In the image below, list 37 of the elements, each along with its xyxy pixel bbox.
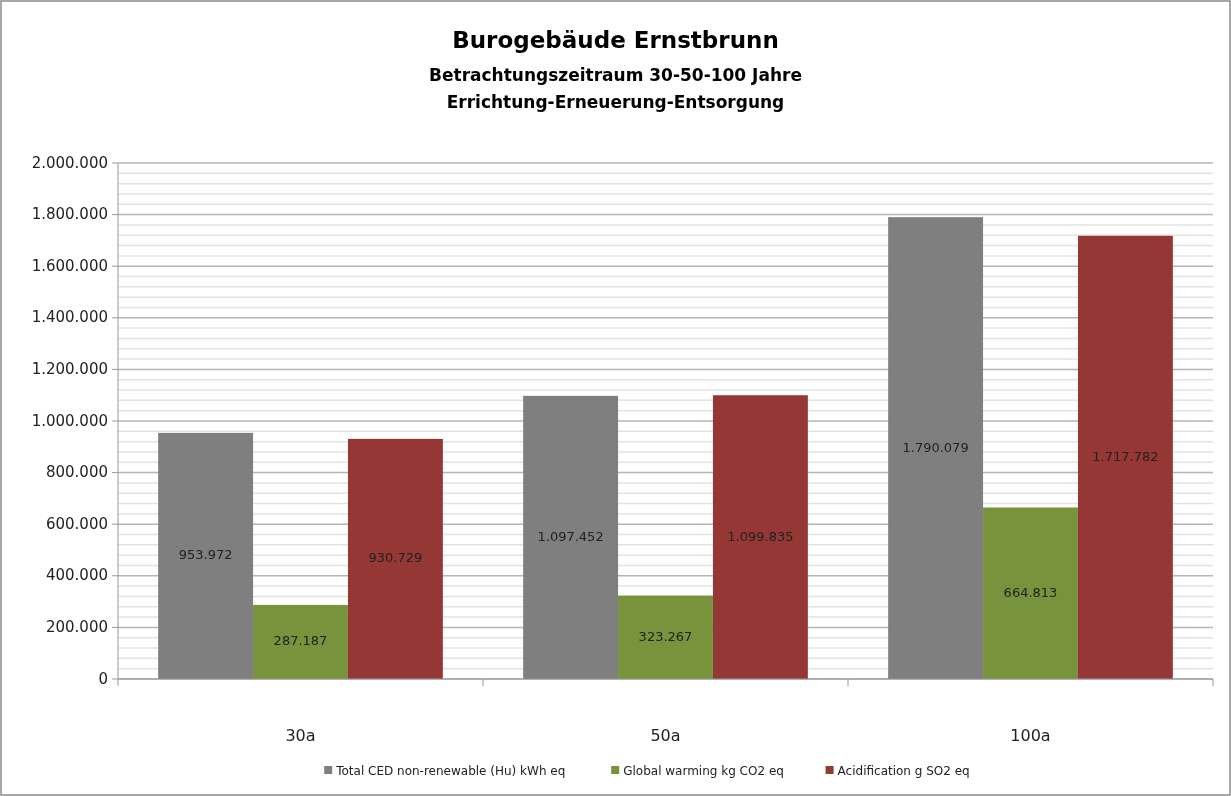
data-label: 1.097.452: [537, 528, 604, 544]
data-label: 930.729: [368, 550, 423, 566]
y-tick-label: 2.000.000: [31, 153, 108, 172]
legend-label: Total CED non-renewable (Hu) kWh eq: [335, 763, 566, 778]
data-label: 1.099.835: [727, 528, 794, 544]
data-label: 1.790.079: [902, 439, 969, 455]
legend-label: Acidification g SO2 eq: [837, 763, 970, 778]
chart-subtitle: Betrachtungszeitraum 30-50-100 Jahre Errichtung-Erneuerung-Entsorgung: [429, 65, 802, 112]
bar: [158, 432, 254, 679]
y-tick-label: 1.400.000: [31, 308, 108, 327]
data-label: 287.187: [273, 633, 328, 649]
data-label: 953.972: [178, 547, 233, 563]
y-tick-label: 0: [98, 669, 108, 688]
x-tick-label: 100a: [1010, 726, 1051, 745]
bar: [347, 438, 443, 679]
y-tick-label: 200.000: [45, 617, 108, 636]
bar: [1077, 235, 1173, 679]
bar: [618, 595, 713, 679]
y-tick-label: 1.200.000: [31, 359, 108, 378]
x-tick-label: 30a: [285, 726, 316, 745]
data-label: 1.717.782: [1092, 448, 1159, 464]
data-label: 664.813: [1003, 584, 1058, 600]
data-label: 323.267: [638, 628, 693, 644]
y-tick-label: 1.000.000: [31, 411, 108, 430]
bar: [888, 217, 984, 679]
bar: [523, 395, 619, 679]
y-tick-label: 1.800.000: [31, 205, 108, 224]
chart-title: Burogebäude Ernstbrunn: [452, 27, 779, 53]
y-tick-label: 400.000: [45, 566, 108, 585]
bar: [712, 395, 808, 679]
y-tick-label: 600.000: [45, 514, 108, 533]
legend-label: Global warming kg CO2 eq: [623, 763, 784, 778]
bar: [983, 507, 1078, 679]
x-tick-label: 50a: [650, 726, 681, 745]
y-tick-label: 800.000: [45, 463, 108, 482]
y-tick-label: 1.600.000: [31, 256, 108, 275]
bar: [253, 604, 348, 679]
